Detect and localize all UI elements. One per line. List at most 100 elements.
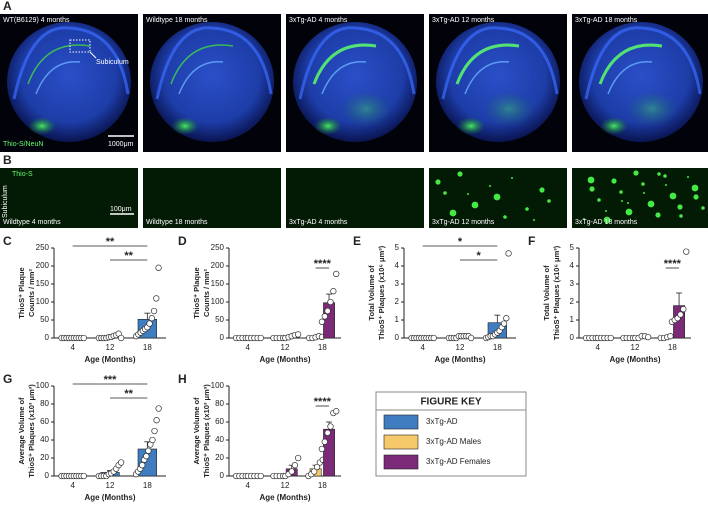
- x-tick-label: 12: [631, 343, 640, 352]
- data-point: [311, 468, 318, 475]
- plaque: [587, 176, 595, 184]
- x-tick-label: 4: [70, 343, 75, 352]
- data-point: [139, 462, 146, 469]
- image-label: Wildtype 18 months: [146, 17, 208, 24]
- plaque: [643, 192, 645, 194]
- data-point: [257, 334, 264, 342]
- key-label: 3xTg-AD: [426, 417, 458, 426]
- x-axis-label: Age (Months): [259, 493, 310, 502]
- panel-letter: A: [3, 0, 12, 13]
- micrograph: [286, 168, 424, 228]
- plaque: [457, 171, 463, 177]
- y-tick-label: 150: [36, 279, 50, 288]
- plaque: [677, 204, 683, 210]
- panel-letter: C: [3, 234, 12, 248]
- significance-label: *: [477, 250, 482, 262]
- hippocampus: [27, 44, 91, 85]
- y-axis-label: ThioS⁺ Plaque: [192, 267, 201, 318]
- hippocampus-inner: [178, 61, 224, 95]
- key-label: 3xTg-AD Females: [426, 457, 490, 466]
- y-tick-label: 100: [211, 297, 225, 306]
- region-label: Subiculum: [2, 185, 9, 218]
- micrograph: [572, 14, 708, 152]
- y-tick-label: 100: [36, 381, 50, 390]
- plaque: [443, 191, 447, 195]
- plaque: [449, 209, 457, 217]
- y-tick-label: 4: [570, 261, 575, 270]
- thio-s-signal: [483, 91, 535, 127]
- key-swatch: [383, 414, 419, 430]
- image-label: 3xTg-AD 18 months: [575, 219, 638, 226]
- key-title: FIGURE KEY: [420, 397, 481, 408]
- y-axis-label: ThioS⁺ Plaques (x10³ μm³): [27, 384, 36, 478]
- y-tick-label: 80: [40, 399, 49, 408]
- significance-label: **: [124, 250, 133, 262]
- plaque: [611, 178, 617, 184]
- plaque: [669, 192, 677, 200]
- x-tick-label: 12: [281, 481, 290, 490]
- y-tick-label: 0: [45, 333, 50, 342]
- plaque: [665, 184, 667, 186]
- data-point: [324, 429, 331, 436]
- x-tick-label: 18: [318, 481, 327, 490]
- brain-section: [150, 22, 274, 142]
- data-point: [505, 250, 512, 257]
- y-axis-label: Total Volume of: [367, 265, 376, 321]
- error-bar: [676, 292, 683, 306]
- data-point: [150, 307, 158, 315]
- image-background: [0, 168, 138, 228]
- y-axis-label: Average Volume of: [17, 397, 26, 465]
- plaque: [597, 198, 601, 202]
- data-point: [324, 307, 331, 315]
- y-tick-label: 3: [570, 279, 575, 288]
- data-point: [430, 334, 437, 342]
- y-tick-label: 0: [220, 471, 225, 480]
- data-point: [294, 331, 302, 338]
- panel-letter: D: [178, 234, 187, 248]
- plaque: [533, 219, 535, 221]
- plaque: [525, 207, 529, 211]
- data-point: [313, 463, 321, 471]
- x-tick-label: 18: [668, 343, 677, 352]
- y-tick-label: 4: [395, 261, 400, 270]
- image-label: Wildtype 4 months: [3, 219, 61, 226]
- data-point: [149, 436, 156, 444]
- significance-label: **: [106, 236, 115, 248]
- panel-letter: H: [178, 372, 187, 386]
- plaque: [489, 185, 491, 187]
- x-tick-label: 18: [493, 343, 502, 352]
- data-point: [330, 288, 337, 295]
- y-tick-label: 3: [395, 279, 400, 288]
- micrograph: [429, 14, 567, 152]
- x-axis-label: Age (Months): [259, 355, 310, 364]
- plaque: [511, 177, 513, 179]
- y-tick-label: 0: [395, 333, 400, 342]
- region-box: [69, 39, 91, 53]
- y-axis-label: Average Volume of: [192, 397, 201, 465]
- plaque: [627, 202, 629, 204]
- micrograph: [0, 168, 138, 228]
- x-tick-label: 18: [143, 481, 152, 490]
- y-tick-label: 5: [395, 243, 400, 252]
- image-label: 3xTg-AD 18 months: [575, 17, 638, 24]
- x-tick-label: 18: [318, 343, 327, 352]
- y-axis-label: ThioS⁺ Plaque: [17, 267, 26, 318]
- data-point: [607, 334, 614, 342]
- y-tick-label: 50: [215, 315, 224, 324]
- y-tick-label: 2: [395, 297, 400, 306]
- y-tick-label: 100: [211, 381, 225, 390]
- plaque: [691, 184, 699, 192]
- data-point: [143, 453, 150, 460]
- significance-label: ****: [314, 258, 332, 270]
- y-tick-label: 150: [211, 279, 225, 288]
- image-label: 3xTg-AD 12 months: [432, 17, 495, 24]
- hippocampus: [455, 43, 520, 85]
- x-tick-label: 12: [456, 343, 465, 352]
- stain-label: Thio-S/NeuN: [3, 141, 43, 148]
- cortex-band: [155, 26, 273, 100]
- y-tick-label: 80: [215, 399, 224, 408]
- cortex-band: [584, 26, 702, 100]
- y-axis-label: ThioS⁺ Plaques (x10⁶ μm³): [552, 245, 561, 340]
- plaque: [471, 201, 479, 209]
